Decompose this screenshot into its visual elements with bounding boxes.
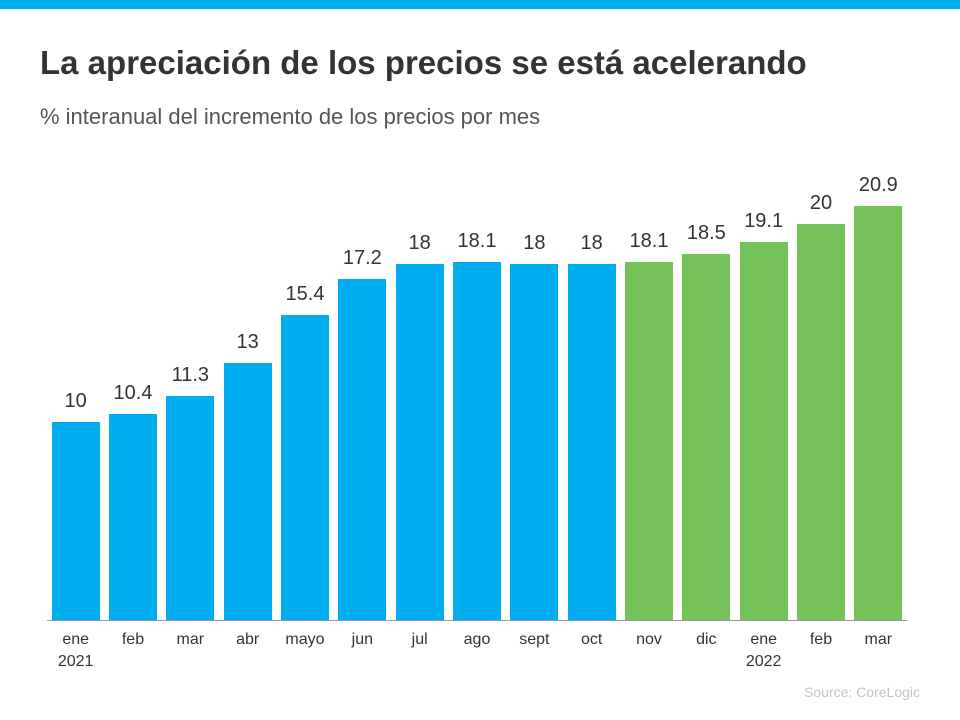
value-label: 17.2 — [342, 247, 382, 270]
value-label: 20.9 — [858, 174, 898, 197]
bar — [395, 263, 444, 620]
x-tick-label: mayo — [285, 631, 325, 648]
x-tick-label: jul — [411, 631, 428, 648]
chart-title: La apreciación de los precios se está ac… — [40, 44, 807, 81]
bar — [739, 241, 788, 620]
value-label: 13 — [236, 330, 259, 353]
value-label: 18 — [408, 231, 431, 254]
bar — [796, 224, 846, 620]
x-tick-label: feb — [121, 631, 145, 648]
bar — [510, 263, 559, 620]
value-label: 15.4 — [285, 283, 325, 306]
x-tick-label: ene 2021 — [57, 631, 94, 670]
top-stripe — [0, 0, 960, 9]
bar — [567, 263, 616, 620]
x-tick-label: jun — [351, 631, 373, 648]
bar — [452, 261, 502, 620]
value-label: 18.1 — [629, 229, 669, 252]
value-label: 18.1 — [457, 229, 497, 252]
x-tick-label: abr — [236, 631, 260, 648]
bar — [166, 396, 215, 620]
x-tick-label: dic — [696, 631, 717, 648]
x-tick-label: mar — [176, 631, 205, 648]
source-note: Source: CoreLogic — [804, 684, 920, 700]
value-label: 10.4 — [113, 382, 153, 405]
bar — [338, 279, 387, 620]
x-tick-label: ene 2022 — [745, 631, 782, 670]
bar — [223, 362, 272, 620]
bar — [280, 315, 330, 620]
x-tick-label: mar — [864, 631, 893, 648]
x-tick-label: oct — [580, 631, 603, 648]
value-label: 18 — [580, 231, 603, 254]
chart-subtitle: % interanual del incremento de los preci… — [40, 104, 541, 129]
value-label: 18.5 — [686, 221, 726, 244]
x-axis-line — [47, 620, 907, 621]
x-tick-label: feb — [809, 631, 833, 648]
value-label: 10 — [64, 390, 87, 412]
bar — [624, 261, 674, 620]
bar — [108, 414, 158, 620]
value-label: 18 — [523, 231, 546, 254]
bar — [854, 206, 903, 620]
value-label: 11.3 — [171, 364, 210, 387]
bar — [682, 253, 731, 620]
x-tick-label: nov — [636, 631, 662, 648]
value-label: 19.1 — [744, 209, 784, 232]
x-tick-label: sept — [519, 631, 550, 648]
x-tick-label: ago — [463, 631, 491, 648]
value-label: 20 — [809, 192, 833, 214]
bar — [51, 422, 100, 620]
